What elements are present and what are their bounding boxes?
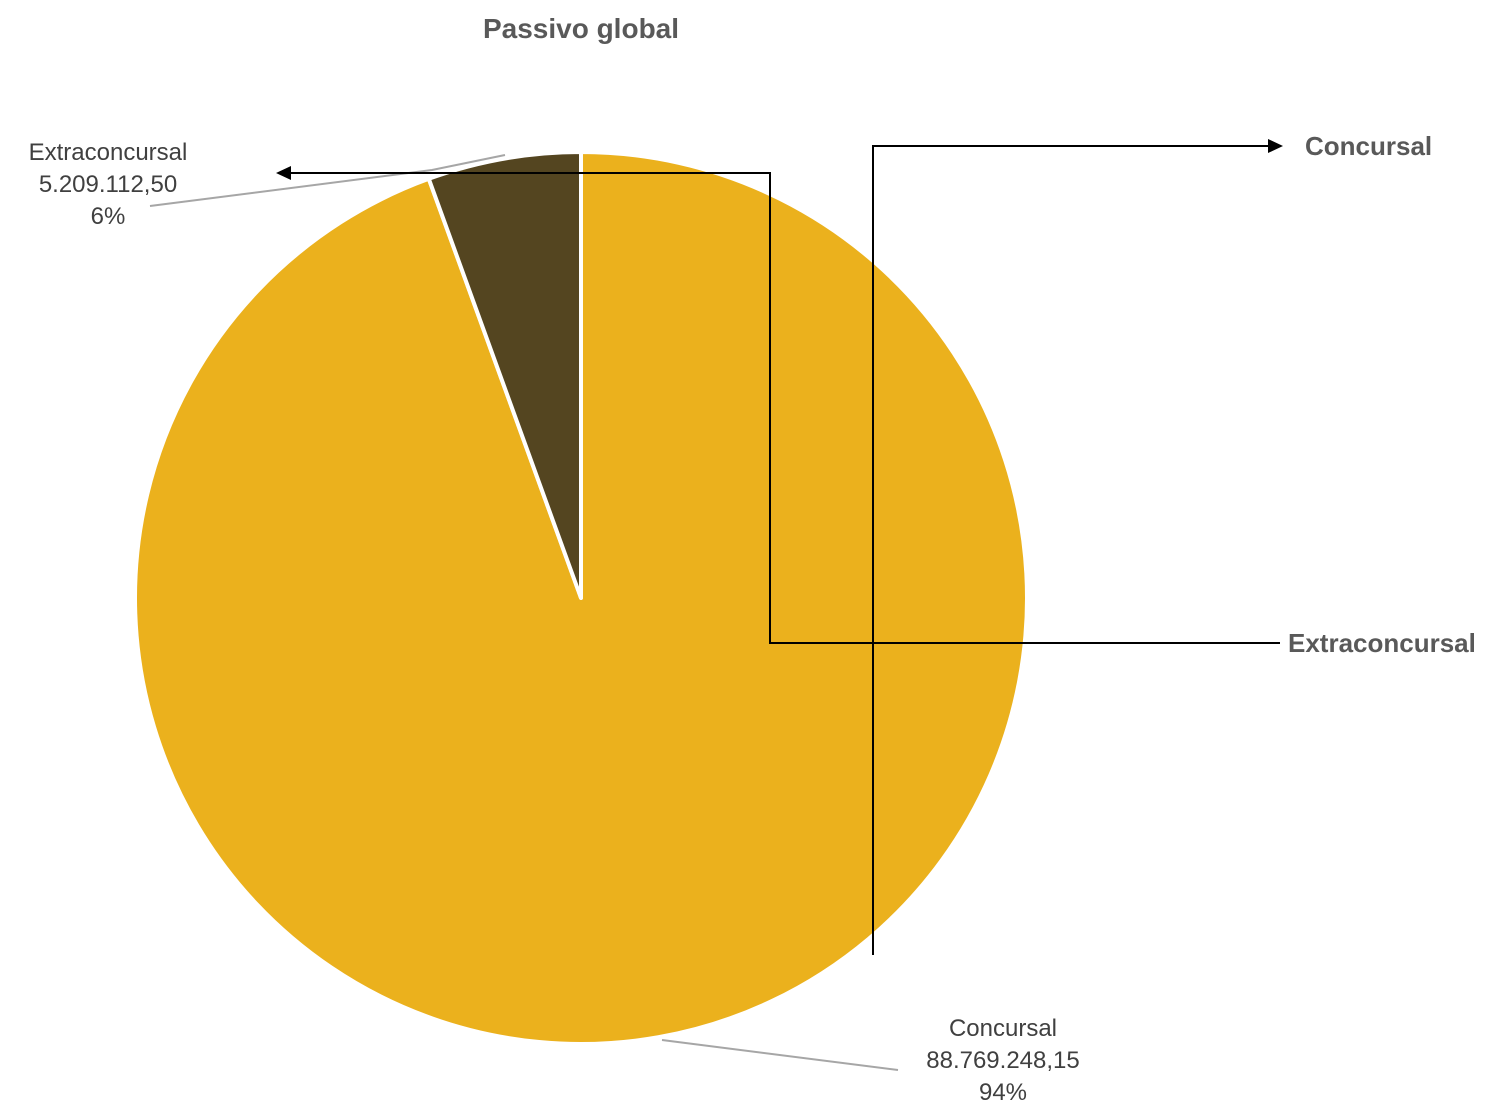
- data-label-concursal-name: Concursal: [949, 1015, 1057, 1042]
- data-label-concursal-value: 88.769.248,15: [926, 1047, 1079, 1074]
- legend-item-extraconcursal: Extraconcursal: [1288, 628, 1476, 658]
- legend-item-concursal: Concursal: [1305, 131, 1432, 161]
- legend-connector-concursal: [872, 145, 1272, 955]
- data-label-concursal-percent: 94%: [979, 1079, 1027, 1104]
- leader-line-concursal: [661, 1039, 899, 1071]
- legend-connector-extraconcursal: [290, 172, 1280, 644]
- chart-title: Passivo global: [483, 13, 679, 44]
- arrow-left-icon: [276, 166, 291, 180]
- data-label-extraconcursal-percent: 6%: [91, 203, 126, 230]
- pie-slice-extraconcursal: [426, 150, 583, 600]
- arrow-right-icon: [1268, 139, 1283, 153]
- pie-slices: [133, 150, 1030, 1046]
- leader-line-extraconcursal: [149, 154, 506, 207]
- data-label-extraconcursal-value: 5.209.112,50: [39, 171, 177, 198]
- data-label-extraconcursal-name: Extraconcursal: [29, 139, 188, 166]
